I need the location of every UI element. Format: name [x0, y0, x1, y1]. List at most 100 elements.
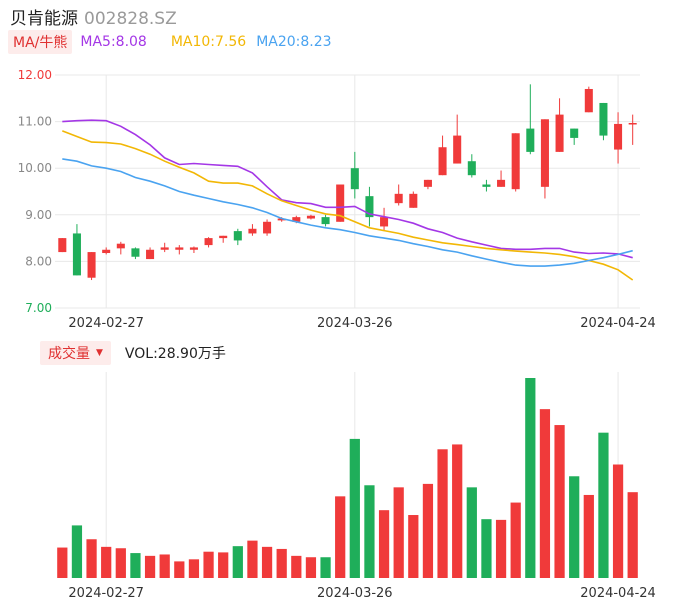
ma10-legend: MA10:7.56: [170, 34, 247, 50]
volume-bar: [57, 547, 68, 578]
candlestick: [540, 119, 549, 187]
candlestick: [102, 249, 111, 254]
volume-bar: [569, 476, 580, 578]
volume-indicator-tag[interactable]: 成交量 ▼: [40, 341, 111, 365]
stock-code: 002828.SZ: [84, 9, 177, 29]
y-tick-label: 10.00: [18, 161, 52, 175]
volume-bar: [364, 485, 375, 578]
volume-bar: [466, 487, 477, 578]
candlestick: [116, 243, 125, 249]
candlestick: [497, 179, 506, 187]
volume-bar: [627, 492, 638, 578]
candlestick: [423, 179, 432, 187]
candlestick: [380, 217, 389, 227]
volume-value: VOL:28.90万手: [124, 346, 226, 362]
stock-name: 贝肯能源: [10, 9, 78, 29]
candlestick: [628, 122, 637, 125]
volume-bar: [598, 432, 609, 578]
volume-bar: [218, 552, 229, 578]
volume-bar: [525, 378, 536, 578]
ma-legend: MA/牛熊 MA5:8.08 MA10:7.56 MA20:8.23: [8, 30, 332, 54]
stock-header: 贝肯能源 002828.SZ: [10, 4, 177, 29]
candlestick: [58, 238, 67, 253]
volume-bar: [188, 559, 200, 578]
volume-bar: [408, 515, 419, 578]
candlestick: [584, 88, 593, 113]
candlestick: [146, 249, 155, 260]
volume-bar: [452, 444, 463, 578]
volume-bar: [144, 555, 156, 578]
ma20-line: [62, 158, 633, 267]
volume-bar: [422, 483, 434, 578]
candlestick: [292, 217, 301, 222]
candlestick: [336, 184, 345, 222]
volume-bar: [247, 540, 258, 578]
candlestick: [599, 102, 608, 136]
volume-x-tick-label: 2024-03-26: [317, 586, 393, 601]
candlestick: [233, 231, 242, 241]
ma-indicator-tag[interactable]: MA/牛熊: [8, 30, 73, 54]
volume-bar: [583, 494, 594, 578]
volume-bar: [437, 449, 448, 578]
candlestick: [306, 215, 315, 219]
candlestick: [570, 128, 579, 138]
ma5-legend: MA5:8.08: [80, 34, 147, 50]
candlestick: [394, 193, 403, 204]
volume-legend: 成交量 ▼ VOL:28.90万手: [40, 341, 226, 365]
candlestick: [263, 221, 272, 234]
volume-x-tick-label: 2024-04-24: [580, 586, 656, 601]
volume-bar: [612, 464, 624, 578]
candlestick: [160, 247, 169, 250]
volume-bar: [554, 425, 565, 578]
volume-bar: [232, 546, 243, 578]
y-tick-label: 7.00: [25, 301, 52, 315]
candlestick: [87, 252, 96, 278]
candlestick: [321, 217, 330, 225]
candlestick: [453, 135, 462, 164]
volume-bar: [481, 519, 492, 578]
ma10-line: [62, 130, 634, 281]
volume-bar: [261, 546, 273, 578]
volume-bar: [115, 548, 126, 578]
candlestick: [511, 133, 520, 190]
candlestick: [204, 238, 213, 246]
candlestick: [467, 161, 476, 176]
volume-tag-label: 成交量: [48, 346, 90, 362]
candlestick: [277, 218, 286, 221]
candlestick: [409, 193, 418, 208]
volume-bar: [320, 557, 331, 578]
volume-bar: [393, 487, 404, 578]
volume-bar: [101, 546, 112, 578]
volume-bar: [291, 555, 302, 578]
ma20-legend: MA20:8.23: [256, 34, 332, 50]
candlestick: [248, 228, 257, 234]
volume-bar: [510, 502, 521, 578]
candlestick: [175, 247, 184, 250]
x-tick-label: 2024-02-27: [68, 316, 144, 331]
x-tick-label: 2024-04-24: [580, 316, 656, 331]
volume-bar: [71, 525, 83, 578]
y-tick-label: 9.00: [25, 208, 52, 222]
candlestick: [438, 147, 447, 176]
ma5-line: [62, 119, 633, 259]
volume-bar: [86, 539, 97, 578]
candlestick: [365, 196, 374, 218]
volume-bar: [305, 557, 317, 578]
y-tick-label: 12.00: [18, 68, 52, 82]
volume-bar: [378, 510, 390, 578]
volume-bar: [276, 548, 287, 578]
caret-down-icon[interactable]: ▼: [96, 348, 103, 358]
y-tick-label: 11.00: [18, 115, 52, 129]
volume-bar: [539, 409, 551, 578]
volume-bar: [159, 554, 170, 578]
candlestick: [72, 233, 81, 276]
volume-bar: [203, 551, 214, 578]
candlestick: [555, 114, 564, 152]
y-tick-label: 8.00: [25, 254, 52, 268]
candlestick: [219, 235, 228, 239]
volume-bar: [174, 561, 185, 578]
candlestick: [189, 247, 198, 250]
candlestick: [482, 184, 491, 187]
candlestick: [350, 168, 359, 190]
